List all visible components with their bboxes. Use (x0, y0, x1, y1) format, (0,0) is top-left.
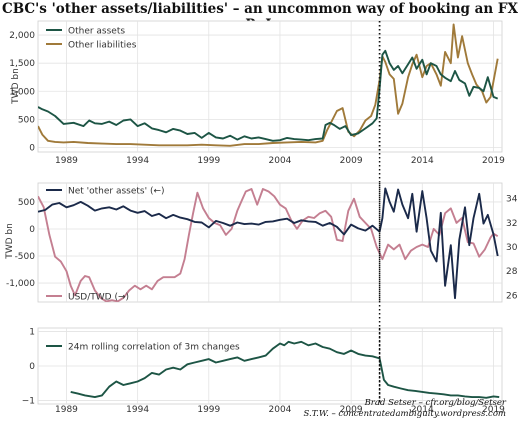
y-tick-label: 500 (18, 198, 35, 208)
y-tick-label: −1 (22, 397, 35, 407)
x-tick-label: 2009 (340, 405, 363, 415)
plot-frame (37, 182, 503, 303)
y-tick-label: 2,000 (9, 31, 35, 41)
credit-line-1: Brad Setser – cfr.org/blog/Setser (364, 398, 506, 408)
y-tick-label: 500 (18, 115, 35, 125)
x-tick-label: 2014 (411, 156, 434, 166)
y-tick-label: 1 (29, 327, 35, 337)
series-line (38, 188, 499, 302)
plot-frame (37, 20, 503, 153)
y-tick-label: 1,000 (9, 87, 35, 97)
series-line (70, 340, 500, 399)
y2-tick-label: 26 (506, 291, 518, 301)
legend-item: USD/TWD (→) (46, 293, 129, 303)
x-tick-label: 1999 (197, 405, 220, 415)
legend-label: USD/TWD (→) (68, 293, 129, 303)
series-line (38, 23, 499, 147)
x-tick-label: 2009 (340, 156, 363, 166)
series-line (38, 187, 499, 300)
y2-tick-label: 34 (506, 195, 518, 205)
legend-item: Other liabilities (46, 41, 137, 51)
x-tick-label: 2004 (269, 405, 292, 415)
x-tick-label: 1994 (126, 405, 149, 415)
y2-tick-label: 30 (506, 243, 518, 253)
x-tick-label: 2004 (269, 156, 292, 166)
y-tick-label: 0 (29, 362, 35, 372)
credit-line-2: S.T.W. – concentratedambiguity.wordpress… (303, 409, 506, 419)
chart-credit: Brad Setser – cfr.org/blog/Setser S.T.W.… (303, 398, 506, 420)
x-tick-label: 2014 (411, 405, 434, 415)
series-group (38, 187, 499, 302)
x-tick-label: 1994 (126, 156, 149, 166)
y-tick-label: 1,500 (9, 59, 35, 69)
y-tick-label: -1,000 (6, 279, 35, 289)
x-tick-label: 1989 (55, 156, 78, 166)
x-tick-label: 1999 (197, 156, 220, 166)
chart-panel-1: 0 500 1,000 1,500 2,000 1989 1994 1999 2004 2009 2… (9, 20, 505, 166)
legend-label: 24m rolling correlation of 3m changes (68, 343, 240, 353)
x-tick-label: 2019 (482, 156, 505, 166)
y-axis-label: TWD bn (11, 68, 21, 105)
y2-tick-label: 28 (506, 267, 518, 277)
y-tick-label: 0 (29, 225, 35, 235)
legend-label: Net 'other assets' (←) (68, 187, 165, 197)
x-tick-label: 2019 (482, 405, 505, 415)
chart-panel-3: −1 0 1 1989 1994 1999 2004 2009 2014 2019 24m roll… (22, 327, 505, 415)
series-line (38, 49, 499, 142)
x-tick-label: 1989 (55, 405, 78, 415)
legend-label: Other liabilities (68, 41, 137, 51)
y-tick-label: 0 (29, 144, 35, 154)
series-group (70, 340, 500, 399)
series-group (38, 23, 499, 147)
legend-item: 24m rolling correlation of 3m changes (46, 343, 240, 353)
y-tick-label: -500 (15, 252, 36, 262)
legend-item: Net 'other assets' (←) (46, 187, 165, 197)
y-axis-label: TWD bn (5, 223, 15, 260)
y2-tick-label: 32 (506, 219, 517, 229)
legend-item: Other assets (46, 27, 125, 37)
legend-label: Other assets (68, 27, 125, 37)
chart-panel-2: -1,000 -500 0 500 26 28 30 32 34 TWD bn Net 'other… (5, 182, 518, 303)
